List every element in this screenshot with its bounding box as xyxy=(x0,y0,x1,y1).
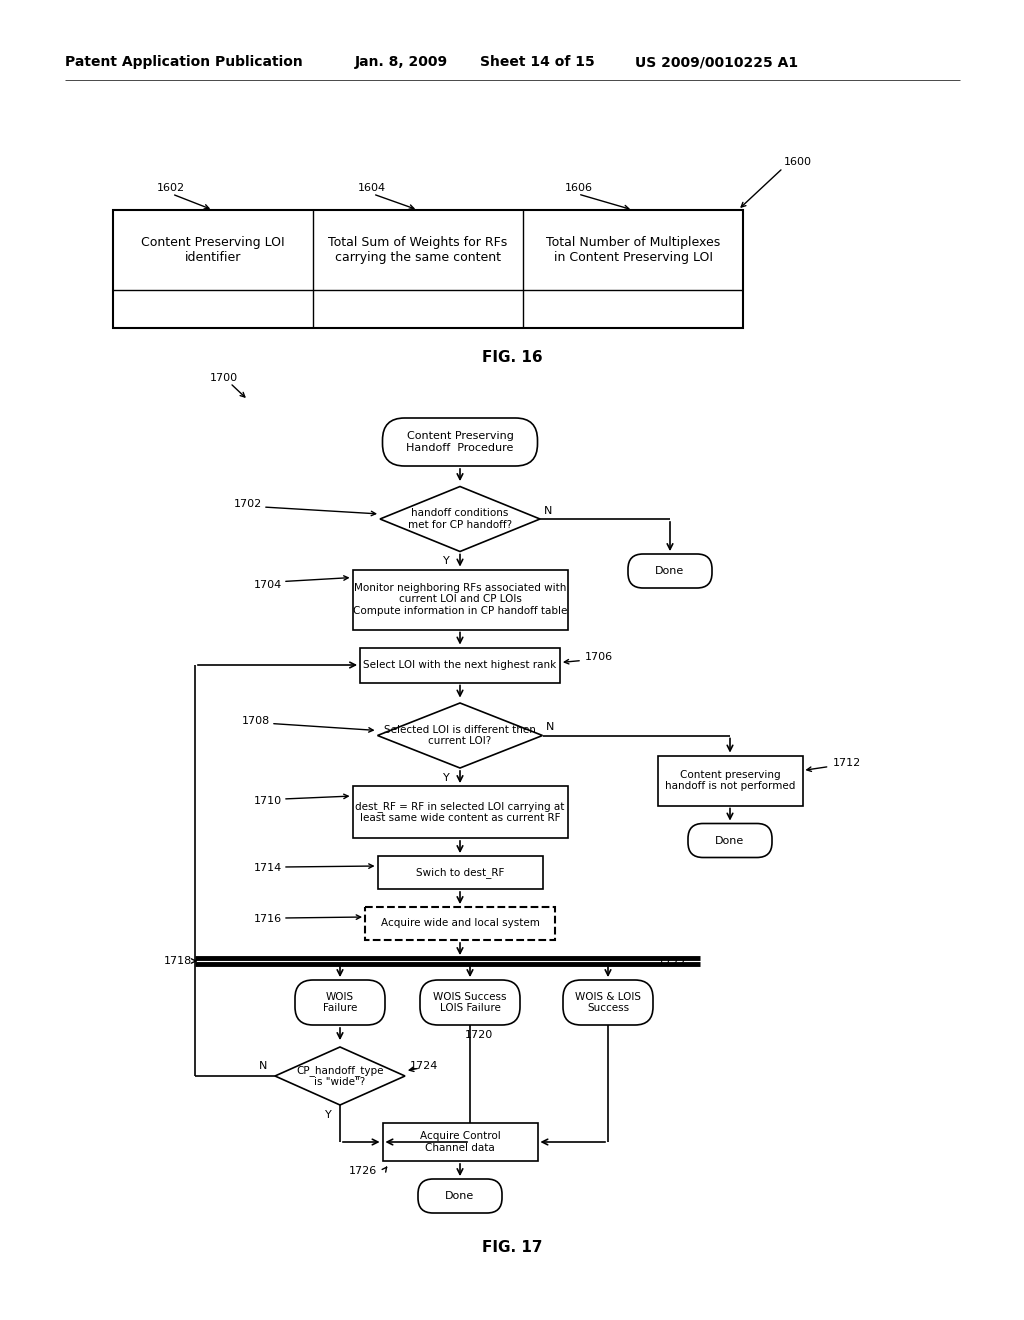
Text: 1606: 1606 xyxy=(565,183,593,193)
Text: 1714: 1714 xyxy=(254,863,282,873)
Text: N: N xyxy=(547,722,555,733)
Text: 1716: 1716 xyxy=(254,913,282,924)
FancyBboxPatch shape xyxy=(383,418,538,466)
Text: Acquire Control
Channel data: Acquire Control Channel data xyxy=(420,1131,501,1152)
Text: 1710: 1710 xyxy=(254,796,282,807)
Text: Sheet 14 of 15: Sheet 14 of 15 xyxy=(480,55,595,69)
Bar xyxy=(365,907,555,940)
Text: Selected LOI is different then
current LOI?: Selected LOI is different then current L… xyxy=(384,725,536,746)
Text: Jan. 8, 2009: Jan. 8, 2009 xyxy=(355,55,449,69)
Text: Y: Y xyxy=(442,774,450,783)
Text: 1600: 1600 xyxy=(784,157,812,168)
Text: 1700: 1700 xyxy=(210,374,239,383)
Text: handoff conditions
met for CP handoff?: handoff conditions met for CP handoff? xyxy=(408,508,512,529)
Text: CP_handoff_type
is "wide"?: CP_handoff_type is "wide"? xyxy=(296,1065,384,1088)
Text: Done: Done xyxy=(716,836,744,846)
Text: 1720: 1720 xyxy=(465,1030,494,1040)
Text: Content preserving
handoff is not performed: Content preserving handoff is not perfor… xyxy=(665,770,796,791)
Bar xyxy=(378,855,543,888)
Text: US 2009/0010225 A1: US 2009/0010225 A1 xyxy=(635,55,798,69)
Text: WOIS
Failure: WOIS Failure xyxy=(323,991,357,1014)
Text: Acquire wide and local system: Acquire wide and local system xyxy=(381,919,540,928)
Polygon shape xyxy=(275,1047,406,1105)
Text: Y: Y xyxy=(442,557,450,566)
Bar xyxy=(383,1123,538,1162)
Bar xyxy=(360,648,560,682)
Text: 1702: 1702 xyxy=(233,499,262,510)
Bar xyxy=(352,785,567,838)
Bar xyxy=(113,210,743,327)
Text: 1718: 1718 xyxy=(164,956,193,966)
Text: Monitor neighboring RFs associated with
current LOI and CP LOIs
Compute informat: Monitor neighboring RFs associated with … xyxy=(353,583,567,616)
Text: 1602: 1602 xyxy=(157,183,185,193)
Text: Done: Done xyxy=(655,566,685,576)
Bar xyxy=(657,755,803,805)
Text: Total Sum of Weights for RFs
carrying the same content: Total Sum of Weights for RFs carrying th… xyxy=(329,236,508,264)
Text: 1712: 1712 xyxy=(833,759,861,768)
Polygon shape xyxy=(380,487,540,552)
FancyBboxPatch shape xyxy=(628,554,712,587)
Text: FIG. 16: FIG. 16 xyxy=(481,351,543,366)
Polygon shape xyxy=(378,704,543,768)
Text: 1726: 1726 xyxy=(349,1166,378,1176)
Text: FIG. 17: FIG. 17 xyxy=(481,1241,543,1255)
Text: 1604: 1604 xyxy=(358,183,386,193)
Text: Content Preserving
Handoff  Procedure: Content Preserving Handoff Procedure xyxy=(407,432,514,453)
Text: Swich to dest_RF: Swich to dest_RF xyxy=(416,867,504,878)
Text: 1722: 1722 xyxy=(658,958,686,968)
FancyBboxPatch shape xyxy=(420,979,520,1026)
Text: WOIS Success
LOIS Failure: WOIS Success LOIS Failure xyxy=(433,991,507,1014)
Text: N: N xyxy=(259,1061,267,1071)
Text: N: N xyxy=(544,506,552,516)
Text: 1724: 1724 xyxy=(410,1061,438,1071)
Text: 1708: 1708 xyxy=(242,715,270,726)
Text: Patent Application Publication: Patent Application Publication xyxy=(65,55,303,69)
Text: Done: Done xyxy=(445,1191,475,1201)
Text: Total Number of Multiplexes
in Content Preserving LOI: Total Number of Multiplexes in Content P… xyxy=(546,236,720,264)
Bar xyxy=(352,569,567,630)
FancyBboxPatch shape xyxy=(688,824,772,858)
Text: dest_RF = RF in selected LOI carrying at
least same wide content as current RF: dest_RF = RF in selected LOI carrying at… xyxy=(355,801,564,824)
FancyBboxPatch shape xyxy=(418,1179,502,1213)
Text: Content Preserving LOI
identifier: Content Preserving LOI identifier xyxy=(141,236,285,264)
FancyBboxPatch shape xyxy=(295,979,385,1026)
Text: WOIS & LOIS
Success: WOIS & LOIS Success xyxy=(575,991,641,1014)
Text: 1704: 1704 xyxy=(254,579,282,590)
Text: Y: Y xyxy=(325,1110,332,1119)
FancyBboxPatch shape xyxy=(563,979,653,1026)
Text: Select LOI with the next highest rank: Select LOI with the next highest rank xyxy=(364,660,557,671)
Text: 1706: 1706 xyxy=(585,652,613,663)
